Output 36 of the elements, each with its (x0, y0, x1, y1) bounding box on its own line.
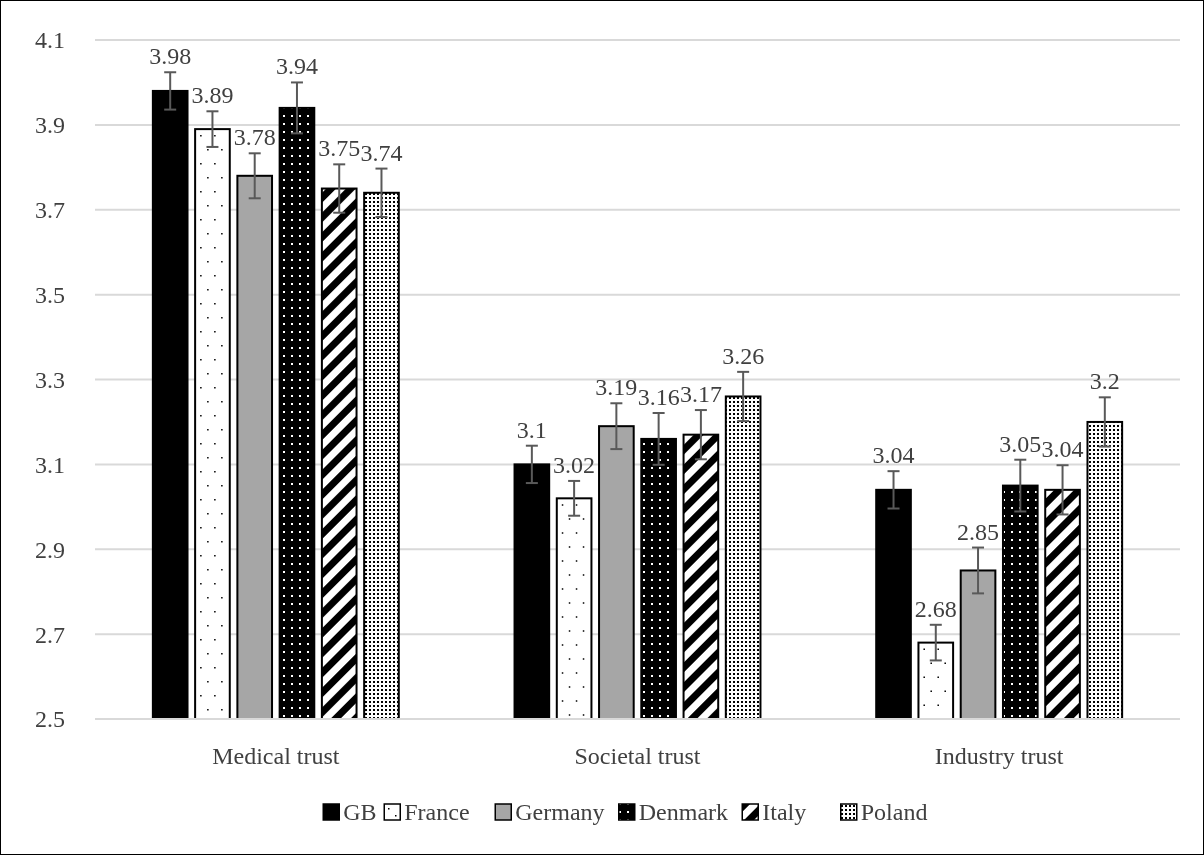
data-label: 3.74 (360, 139, 403, 166)
y-tick-label: 3.3 (35, 366, 65, 393)
data-label: 3.1 (516, 416, 547, 443)
data-label: 2.68 (914, 595, 957, 622)
data-label: 3.98 (149, 43, 192, 70)
y-tick-label: 3.1 (35, 451, 65, 478)
data-label: 3.16 (637, 384, 680, 411)
y-tick-label: 2.7 (35, 621, 65, 648)
data-label: 2.85 (957, 518, 1000, 545)
data-label: 3.05 (999, 430, 1042, 457)
data-label: 3.78 (233, 124, 276, 151)
y-tick-label: 3.7 (35, 197, 65, 224)
data-label: 3.26 (722, 342, 765, 369)
y-tick-label: 3.5 (35, 282, 65, 309)
y-tick-label: 2.5 (35, 706, 65, 733)
x-tick-label: Societal trust (574, 743, 701, 769)
data-label: 3.04 (1041, 436, 1084, 463)
legend-label: Denmark (638, 799, 729, 825)
legend-label: Germany (515, 799, 605, 825)
y-tick-label: 3.9 (35, 112, 65, 139)
legend-label: Italy (762, 799, 807, 825)
data-label: 3.04 (872, 442, 915, 469)
x-tick-label: Medical trust (212, 743, 340, 769)
data-label: 3.2 (1089, 368, 1120, 395)
data-label: 3.75 (318, 135, 361, 162)
data-label: 3.94 (275, 53, 318, 80)
legend-label: Poland (860, 799, 928, 825)
data-label: 3.89 (191, 82, 234, 109)
legend-label: France (404, 799, 470, 825)
data-label: 3.17 (679, 381, 722, 408)
legend-label: GB (343, 799, 377, 825)
data-label: 3.19 (595, 374, 638, 401)
y-tick-label: 4.1 (35, 27, 65, 54)
data-label: 3.02 (553, 451, 596, 478)
x-tick-label: Industry trust (934, 743, 1064, 769)
y-tick-label: 2.9 (35, 536, 65, 563)
